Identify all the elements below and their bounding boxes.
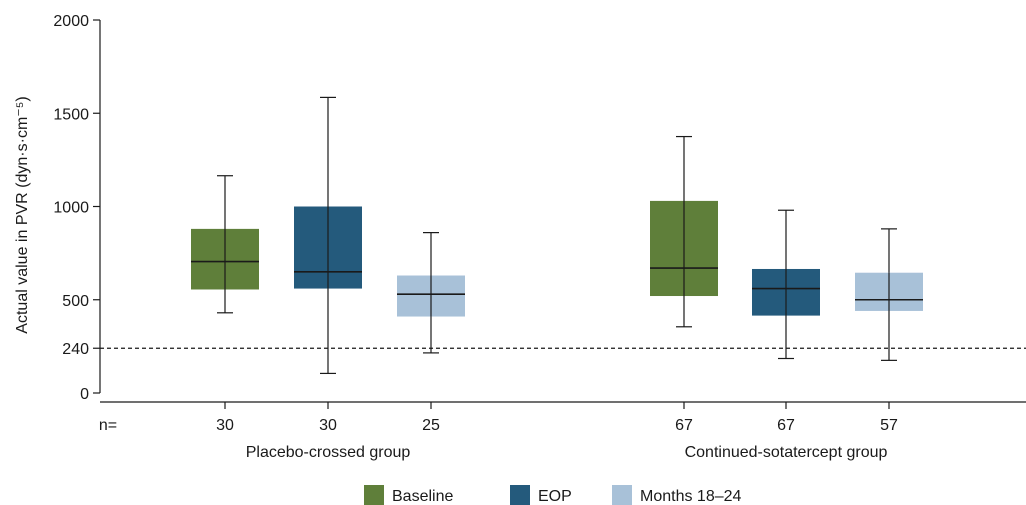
y-tick-label: 1500 (53, 106, 89, 123)
y-axis-title: Actual value in PVR (dyn·s·cm⁻⁵) (14, 96, 31, 333)
box-eop (294, 96, 362, 375)
n-count-label: 25 (422, 417, 440, 434)
y-tick-label: 0 (80, 386, 89, 403)
x-axis: 30 30 25 67 67 57 (100, 401, 1026, 434)
n-count-label: 57 (880, 417, 898, 434)
legend-label: Baseline (392, 488, 453, 505)
box-baseline (650, 135, 718, 328)
y-tick-label: 1000 (53, 200, 89, 217)
legend-item-months-18-24: Months 18–24 (612, 485, 742, 505)
box-months-18-24 (855, 228, 923, 361)
group-label-continued-sotatercept: Continued-sotatercept group (685, 444, 888, 461)
legend-item-baseline: Baseline (364, 485, 453, 505)
box-months-18-24 (397, 232, 465, 354)
n-count-label: 30 (216, 417, 234, 434)
y-tick-label: 500 (62, 293, 89, 310)
legend-swatch (612, 485, 632, 505)
legend: Baseline EOP Months 18–24 (364, 485, 742, 505)
box-baseline (191, 175, 259, 314)
y-tick-label: 240 (62, 341, 89, 358)
group-label-placebo-crossed: Placebo-crossed group (246, 444, 411, 461)
legend-label: Months 18–24 (640, 488, 742, 505)
legend-swatch (364, 485, 384, 505)
y-tick-label: 2000 (53, 13, 89, 30)
box-eop (752, 209, 820, 360)
n-label: n= (99, 417, 117, 434)
n-count-label: 67 (777, 417, 795, 434)
boxes-layer (191, 96, 923, 375)
legend-swatch (510, 485, 530, 505)
legend-item-eop: EOP (510, 485, 572, 505)
legend-label: EOP (538, 488, 572, 505)
y-axis: 0 240 500 1000 1500 2000 (53, 13, 101, 403)
n-count-label: 67 (675, 417, 693, 434)
n-count-label: 30 (319, 417, 337, 434)
